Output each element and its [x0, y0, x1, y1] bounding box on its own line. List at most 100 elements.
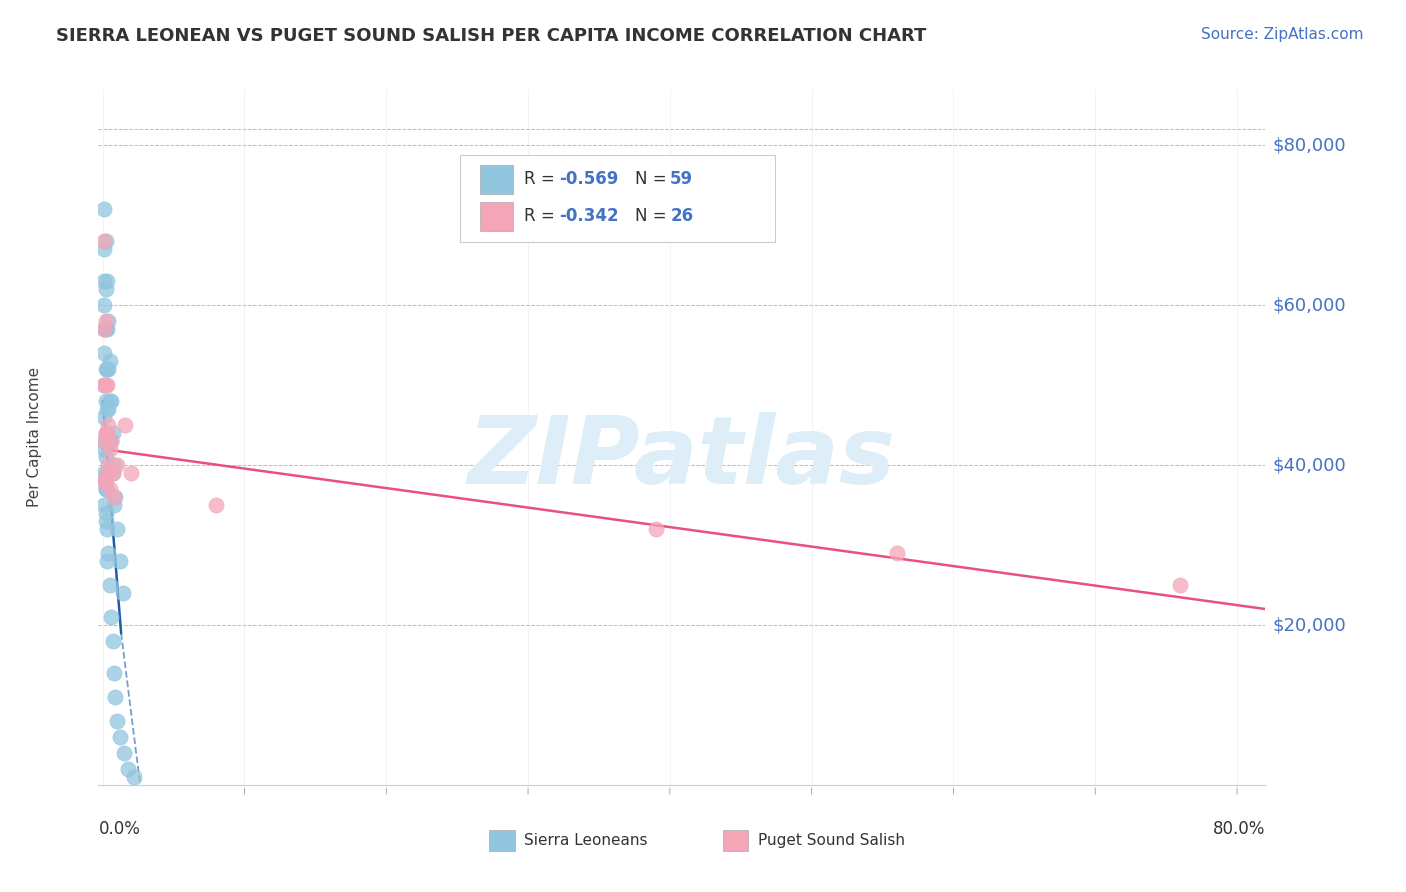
- Point: [105, 714, 128, 728]
- Point: [104, 690, 127, 704]
- Point: [96, 466, 118, 480]
- Text: $40,000: $40,000: [1272, 456, 1346, 474]
- Point: [93, 234, 115, 248]
- Point: [96, 434, 118, 448]
- Text: N =: N =: [636, 207, 672, 225]
- Point: [104, 490, 127, 504]
- Text: ZIPatlas: ZIPatlas: [468, 412, 896, 504]
- Point: [94, 514, 117, 528]
- Point: [97, 458, 120, 472]
- Point: [94, 482, 117, 496]
- Text: Puget Sound Salish: Puget Sound Salish: [758, 833, 905, 848]
- Point: [98, 394, 121, 409]
- Text: R =: R =: [524, 207, 561, 225]
- Text: Source: ZipAtlas.com: Source: ZipAtlas.com: [1201, 27, 1364, 42]
- Point: [886, 546, 908, 560]
- Text: $60,000: $60,000: [1272, 296, 1346, 314]
- Point: [97, 402, 120, 417]
- Point: [94, 362, 117, 376]
- Point: [108, 730, 131, 744]
- Point: [94, 322, 117, 336]
- Text: SIERRA LEONEAN VS PUGET SOUND SALISH PER CAPITA INCOME CORRELATION CHART: SIERRA LEONEAN VS PUGET SOUND SALISH PER…: [56, 27, 927, 45]
- Point: [93, 474, 115, 488]
- Point: [97, 434, 120, 448]
- Point: [94, 378, 117, 392]
- Point: [93, 322, 115, 336]
- Point: [96, 274, 118, 288]
- Point: [111, 586, 134, 600]
- Point: [93, 474, 115, 488]
- Point: [120, 466, 142, 480]
- Point: [97, 546, 120, 560]
- Point: [644, 522, 666, 536]
- Point: [94, 426, 117, 441]
- Point: [205, 498, 228, 512]
- Point: [108, 554, 131, 568]
- Point: [94, 450, 117, 464]
- Point: [96, 522, 118, 536]
- Text: -0.342: -0.342: [560, 207, 619, 225]
- Text: Sierra Leoneans: Sierra Leoneans: [524, 833, 648, 848]
- Point: [93, 410, 115, 425]
- Text: -0.569: -0.569: [560, 170, 619, 188]
- Text: 59: 59: [671, 170, 693, 188]
- Point: [93, 378, 115, 392]
- Point: [98, 482, 121, 496]
- Point: [94, 234, 117, 248]
- Point: [97, 418, 120, 433]
- Point: [94, 282, 117, 296]
- Point: [100, 610, 122, 624]
- Point: [101, 466, 124, 480]
- Point: [100, 434, 122, 448]
- Point: [101, 634, 124, 648]
- Point: [94, 426, 117, 441]
- Point: [94, 482, 117, 496]
- Point: [1168, 578, 1191, 592]
- Text: $80,000: $80,000: [1272, 136, 1346, 154]
- Point: [97, 314, 120, 328]
- Point: [93, 274, 115, 288]
- Bar: [723, 830, 748, 851]
- Point: [94, 474, 117, 488]
- Point: [93, 346, 115, 360]
- Point: [101, 466, 124, 480]
- Point: [93, 442, 115, 456]
- Point: [103, 498, 125, 512]
- Point: [98, 442, 121, 456]
- Point: [122, 770, 145, 784]
- Bar: [489, 830, 515, 851]
- Point: [93, 434, 115, 448]
- Point: [103, 665, 125, 680]
- Point: [93, 322, 115, 336]
- Point: [96, 554, 118, 568]
- Point: [112, 746, 135, 760]
- Point: [103, 490, 125, 504]
- Point: [100, 394, 122, 409]
- Point: [93, 434, 115, 448]
- Text: Per Capita Income: Per Capita Income: [27, 367, 42, 508]
- Point: [96, 466, 118, 480]
- Text: 80.0%: 80.0%: [1213, 820, 1265, 838]
- Point: [105, 522, 128, 536]
- Point: [96, 426, 118, 441]
- Point: [93, 202, 115, 216]
- Point: [97, 362, 120, 376]
- Text: N =: N =: [636, 170, 672, 188]
- Text: $20,000: $20,000: [1272, 616, 1346, 634]
- Point: [96, 378, 118, 392]
- Bar: [479, 202, 513, 231]
- Point: [98, 434, 121, 448]
- Point: [96, 322, 118, 336]
- Point: [96, 402, 118, 417]
- Point: [117, 762, 139, 776]
- Bar: [479, 165, 513, 194]
- Text: 0.0%: 0.0%: [98, 820, 141, 838]
- Text: 26: 26: [671, 207, 693, 225]
- Point: [101, 426, 124, 441]
- Point: [94, 394, 117, 409]
- Point: [93, 378, 115, 392]
- Point: [98, 578, 121, 592]
- FancyBboxPatch shape: [460, 155, 775, 243]
- Point: [100, 434, 122, 448]
- Point: [93, 466, 115, 480]
